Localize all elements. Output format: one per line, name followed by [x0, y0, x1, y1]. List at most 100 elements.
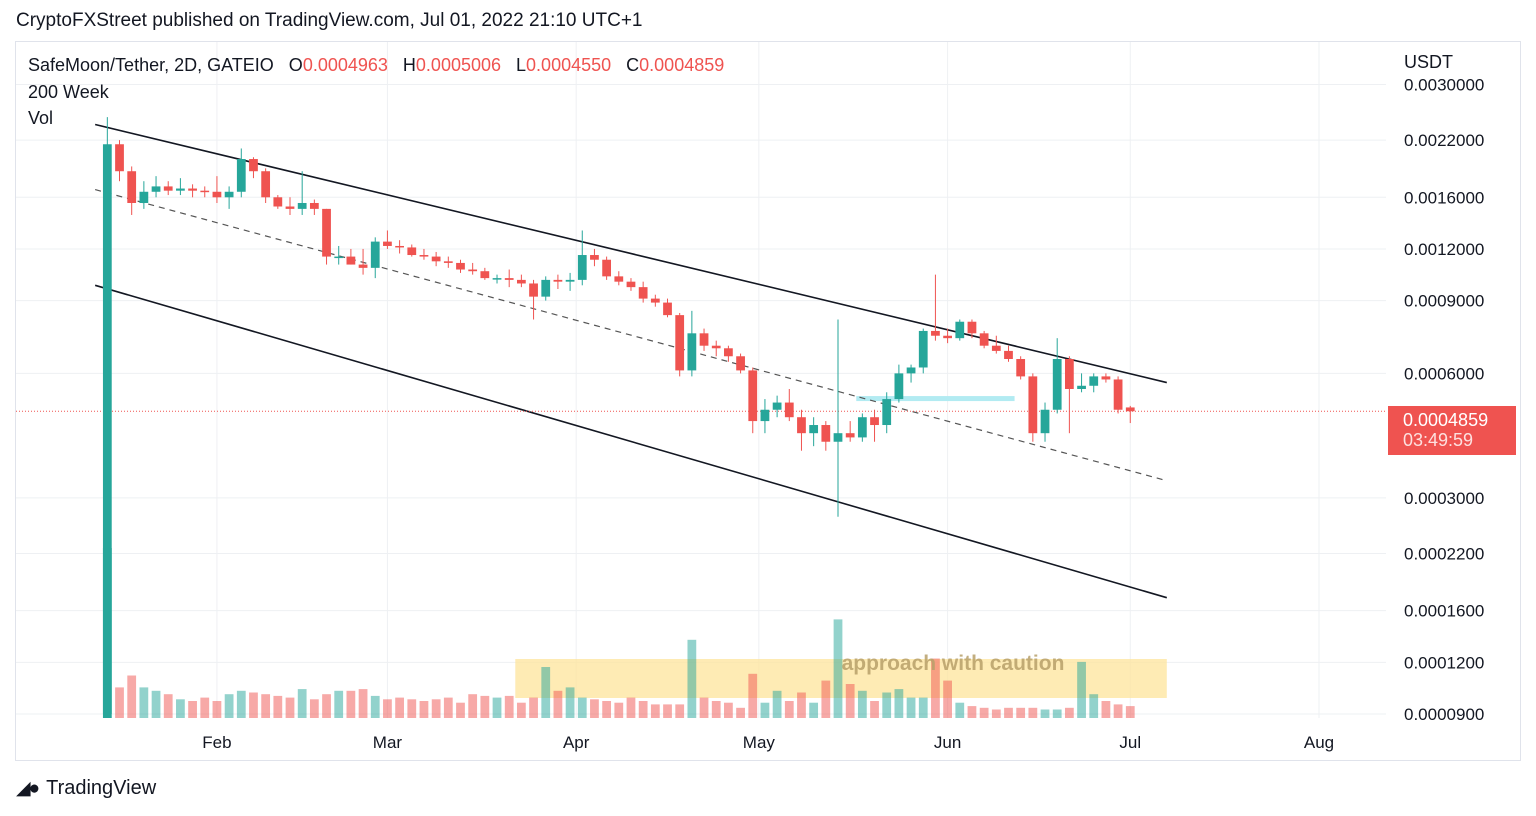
close-value: 0.0004859 [639, 55, 725, 75]
candle-body [906, 367, 916, 374]
tradingview-brand: TradingView [46, 777, 157, 799]
candle-body [419, 255, 429, 257]
currency-label[interactable]: USDT [1404, 52, 1453, 72]
high-value: 0.0005006 [415, 55, 502, 75]
volume-bar [772, 690, 782, 718]
candle-body [431, 256, 441, 262]
candle-body [1064, 359, 1074, 389]
candle-body [468, 269, 478, 272]
open-value: 0.0004963 [302, 55, 388, 75]
candle-body [1052, 359, 1062, 410]
volume-bar [1028, 707, 1038, 718]
volume-bar [456, 702, 465, 718]
candle-body [1028, 376, 1038, 434]
tradingview-logo-icon: ◢● [16, 778, 40, 799]
volume-bar [236, 690, 246, 718]
caution-annotation: approach with caution [842, 652, 1065, 675]
candle-body [1113, 379, 1123, 410]
candle-body [1016, 359, 1026, 377]
symbol-label[interactable]: SafeMoon/Tether, 2D, GATEIO [28, 55, 274, 75]
candle-body [724, 348, 733, 357]
time-tick-feb: Feb [202, 733, 231, 752]
candle-body [358, 264, 368, 268]
volume-bar [991, 709, 1001, 718]
candle-body [151, 186, 161, 192]
candle-body [273, 197, 283, 207]
volume-bar [407, 699, 417, 718]
volume-bar [809, 702, 819, 718]
price-tick-1: 0.0022000 [1404, 131, 1484, 150]
time-tick-jul: Jul [1119, 733, 1141, 752]
ohlc-legend: SafeMoon/Tether, 2D, GATEIO O0.0004963 H… [28, 55, 724, 76]
candle-body [663, 302, 672, 316]
volume-bar [212, 701, 222, 718]
high-label: H [402, 55, 416, 75]
volume-bar [1052, 709, 1062, 718]
volume-bar [857, 690, 867, 718]
candle-body [1089, 376, 1099, 386]
time-tick-mar: Mar [373, 733, 403, 752]
candle-body [261, 171, 271, 198]
volume-bar [833, 619, 843, 718]
volume-bar [565, 687, 575, 718]
candle-body [127, 171, 137, 203]
low-label: L [516, 55, 527, 75]
candle-body [590, 255, 599, 260]
volume-bar [931, 658, 940, 718]
volume-bar [1089, 694, 1099, 718]
volume-bar [1101, 701, 1111, 718]
candle-body [857, 417, 867, 438]
volume-bar [955, 702, 965, 718]
volume-bar [541, 667, 551, 718]
candle-body [845, 433, 855, 438]
volume-bar [894, 689, 904, 718]
candle-body [626, 281, 636, 288]
candle-body [541, 279, 551, 297]
candle-body [102, 144, 112, 714]
volume-bar [577, 697, 587, 718]
candle-body [638, 287, 648, 299]
time-tick-jun: Jun [934, 733, 961, 752]
volume-bar [650, 704, 660, 718]
resistance-zone [856, 396, 1015, 402]
volume-bar [1040, 709, 1050, 718]
volume-bar [163, 694, 173, 718]
candle-body [370, 241, 380, 268]
candle-body [650, 298, 660, 303]
candle-body [334, 256, 344, 259]
indicator-volume[interactable]: Vol [28, 108, 54, 128]
candle-body [565, 279, 575, 282]
volume-bar [590, 699, 599, 718]
indicator-200-week[interactable]: 200 Week [28, 82, 109, 102]
candle-body [991, 345, 1001, 351]
volume-bar [200, 697, 210, 718]
candle-body [760, 409, 770, 422]
volume-bar [748, 673, 758, 718]
candle-body [492, 278, 502, 280]
last-price-badge: 0.0004859 03:49:59 [1388, 406, 1516, 455]
volume-bar [115, 687, 124, 718]
volume-bar [309, 699, 319, 718]
volume-bar [1125, 706, 1135, 718]
candle-body [943, 335, 952, 339]
candle-body [322, 208, 331, 257]
candle-body [504, 278, 514, 280]
volume-bar [602, 701, 612, 718]
volume-bar [224, 694, 234, 718]
candle-body [833, 433, 843, 442]
candle-body [553, 279, 563, 282]
tradingview-logo[interactable]: ◢● TradingView [16, 777, 156, 800]
publisher-line: CryptoFXStreet published on TradingView.… [16, 10, 643, 31]
volume-bar [1113, 704, 1123, 718]
volume-bar [797, 692, 806, 718]
close-label: C [626, 55, 640, 75]
time-tick-may: May [743, 733, 776, 752]
price-axis-ticks: 0.0030000 0.0022000 0.0016000 0.0012000 0.00… [1404, 75, 1484, 724]
descending-channel [94, 123, 1168, 599]
candle-body [346, 256, 356, 265]
volume-bar [383, 699, 392, 718]
volume-bar [139, 687, 149, 718]
volume-bar [322, 694, 331, 718]
volume-bar [711, 701, 721, 718]
